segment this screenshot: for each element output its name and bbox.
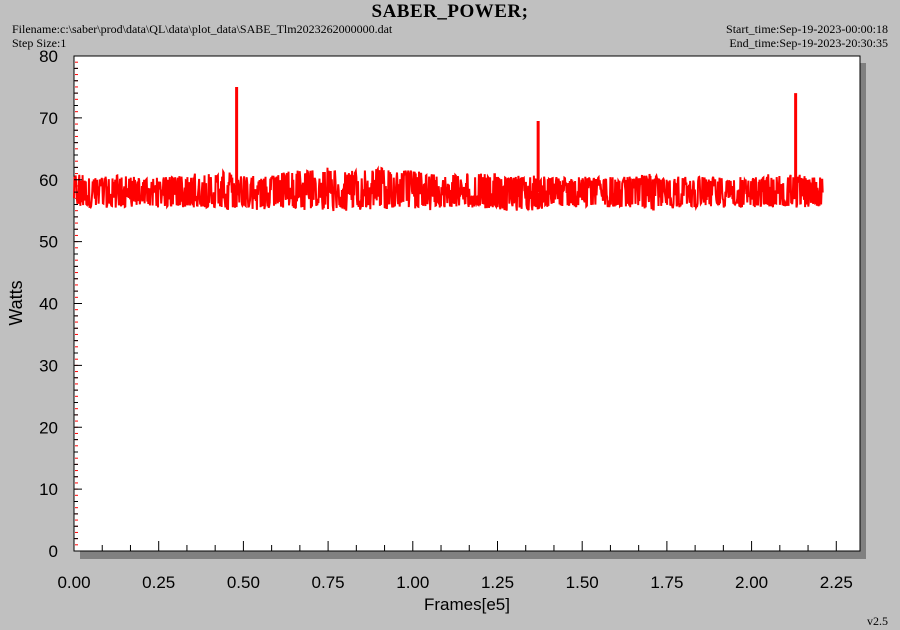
version-label: v2.5 [867,614,888,628]
y-tick-label: 60 [39,171,58,190]
x-tick-label: 1.75 [650,573,683,592]
step-size-label: Step Size:1 [12,36,67,50]
y-tick-label: 80 [39,47,58,66]
y-tick-label: 30 [39,356,58,375]
meta-right: Start_time:Sep-19-2023-00:00:18 End_time… [726,22,888,50]
x-tick-label: 0.50 [227,573,260,592]
x-tick-label: 2.00 [735,573,768,592]
x-tick-label: 0.25 [142,573,175,592]
chart-title: SABER_POWER; [371,1,529,22]
x-tick-label: 1.50 [566,573,599,592]
y-tick-label: 70 [39,109,58,128]
plot-area [73,55,861,552]
y-tick-label: 20 [39,418,58,437]
y-tick-label: 0 [49,542,58,561]
x-tick-label: 1.00 [396,573,429,592]
x-tick-label: 0.00 [57,573,90,592]
y-tick-label: 50 [39,233,58,252]
y-axis-label: Watts [6,280,26,325]
series-line [73,165,824,212]
x-tick-label: 2.25 [820,573,853,592]
filename-label: Filename:c:\saber\prod\data\QL\data\plot… [12,22,393,36]
x-tick-label: 1.25 [481,573,514,592]
meta-left: Filename:c:\saber\prod\data\QL\data\plot… [12,22,392,50]
start-time-label: Start_time:Sep-19-2023-00:00:18 [726,22,888,36]
y-tick-label: 10 [39,480,58,499]
x-tick-label: 0.75 [312,573,345,592]
x-axis-label: Frames[e5] [424,595,510,614]
axis-layer: 0 10 20 30 40 50 60 70 80 0.00 0.25 0.50 0.75 1.00 1.2… [39,47,853,592]
end-time-label: End_time:Sep-19-2023-20:30:35 [729,36,888,50]
series-layer [73,55,824,552]
y-tick-label: 40 [39,295,58,314]
